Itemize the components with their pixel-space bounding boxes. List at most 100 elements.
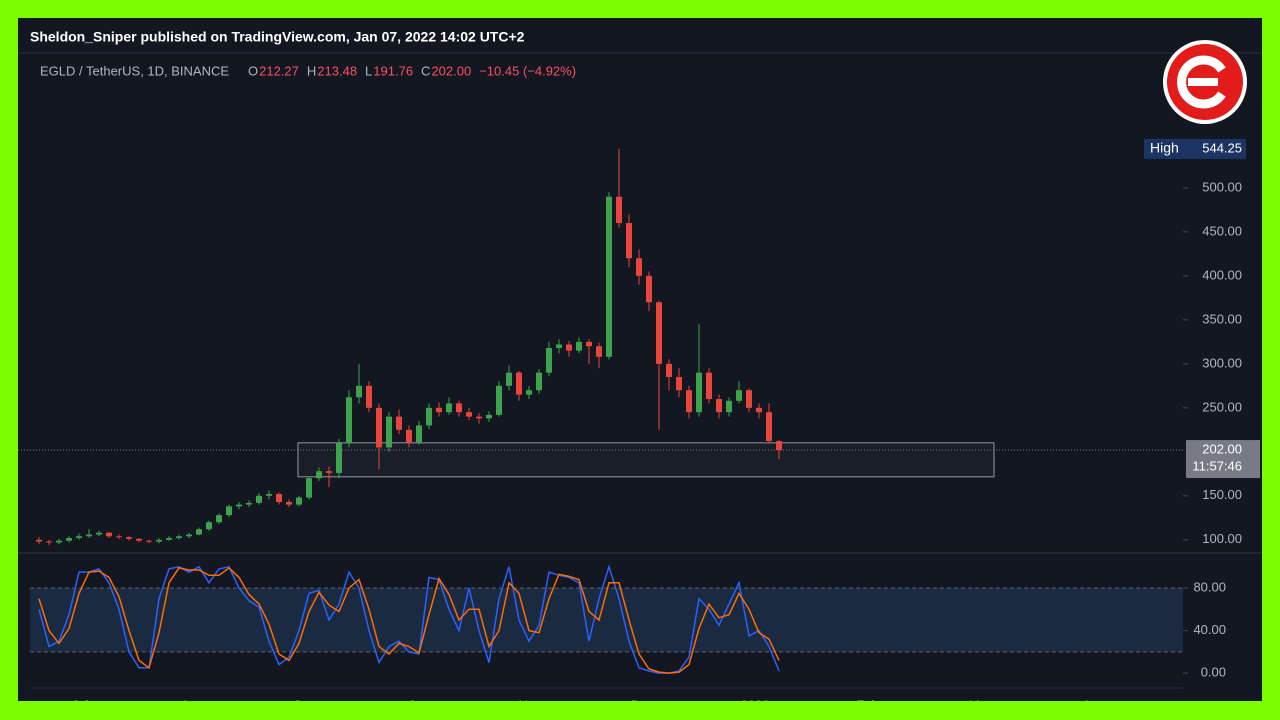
candle-body [636,258,642,276]
stoch-pane [30,564,1183,674]
y-tick-label: 0.00 [1201,665,1226,680]
candle-body [476,416,482,419]
candle-body [266,494,272,496]
candle-body [286,501,292,505]
legend-value: 191.76 [373,63,413,78]
candle-body [66,538,72,541]
candle-body [706,372,712,400]
candle-body [226,506,232,516]
candle-body [36,539,42,542]
candle-body [616,196,622,224]
candle-body [316,471,322,479]
candle-body [186,534,192,537]
y-tick-label: 400.00 [1202,267,1242,282]
x-tick-label: Dec [631,697,655,712]
candle-body [386,416,392,448]
legend-key: O [248,63,258,78]
candle-body [426,407,432,426]
y-tick-label: 100.00 [1202,531,1242,546]
candle-body [496,385,502,415]
x-tick-label: Feb [856,697,878,712]
candle-body [626,223,632,259]
legend-key: H [307,63,316,78]
candle-body [356,385,362,398]
x-tick-label: Oct [407,697,428,712]
legend-value: 202.00 [431,63,471,78]
candle-body [206,522,212,530]
band-fill [30,588,1183,652]
candle-body [346,397,352,444]
price-axis: 100.00 150.00 250.00 300.00 350.00 400.00 450.… [1144,138,1260,680]
candle-body [606,196,612,357]
publisher: Sheldon_Sniper published on TradingView.… [30,29,525,45]
time-axis: Jul Aug Sep Oct Nov Dec 2022 Feb Mar Apr [72,697,1104,712]
candle-body [136,538,142,541]
candle-body [336,443,342,473]
candle-body [396,416,402,430]
candle-body [466,412,472,417]
candle-body [296,497,302,505]
candle-body [556,344,562,348]
candle-body [146,540,152,542]
legend-change: −10.45 (−4.92%) [479,63,576,78]
chart-background [18,18,1262,701]
x-tick-label: Apr [1082,697,1103,712]
candle-body [416,425,422,444]
high-marker-label: High [1150,140,1179,156]
candle-body [86,534,92,537]
logo [1163,40,1247,124]
candle-body [686,390,692,413]
candle-body [96,532,102,535]
candle-body [736,390,742,401]
candle-body [56,540,62,543]
candle-body [176,536,182,539]
candle-body [546,347,552,373]
candle-body [306,478,312,498]
zone-box [297,442,995,478]
candle-body [436,407,442,413]
ohlc-legend: O 212.27 H 213.48 L 191.76 C 202.00 −10.45 (−4.9… [248,63,576,78]
y-tick-label: 450.00 [1202,223,1242,238]
candle-body [156,539,162,542]
candle-body [486,414,492,419]
candle-body [366,385,372,408]
candle-body [716,399,722,413]
candle-body [106,532,112,537]
candle-body [696,372,702,413]
y-tick-label: 150.00 [1202,487,1242,502]
high-marker-value: 544.25 [1202,140,1242,155]
candle-body [326,471,332,473]
candle-body [656,302,662,364]
legend-key: C [421,63,430,78]
candle-body [376,407,382,448]
candle-body [46,541,52,543]
x-tick-label: 2022 [741,697,770,712]
x-tick-label: Aug [181,697,204,712]
legend-key: L [365,63,372,78]
candle-body [726,400,732,413]
candle-body [676,377,682,391]
x-tick-label: Jul [72,697,89,712]
candle-body [586,341,592,347]
candle-body [256,495,262,503]
legend-value: 212.27 [259,63,299,78]
candle-body [526,390,532,395]
candle-body [446,403,452,413]
candle-body [756,407,762,413]
candle-body [536,372,542,391]
candle-body [646,275,652,303]
candle-body [746,390,752,408]
y-tick-label: 500.00 [1202,179,1242,194]
candle-body [166,538,172,540]
candle-body [576,341,582,351]
candle-body [566,344,572,351]
x-tick-label: Nov [518,697,542,712]
y-tick-label: 300.00 [1202,355,1242,370]
candle-body [666,363,672,378]
candle-body [766,412,772,442]
candle-body [76,536,82,539]
y-tick-label: 250.00 [1202,399,1242,414]
y-tick-label: 350.00 [1202,311,1242,326]
candle-body [406,429,412,444]
stoch-line [38,564,780,674]
